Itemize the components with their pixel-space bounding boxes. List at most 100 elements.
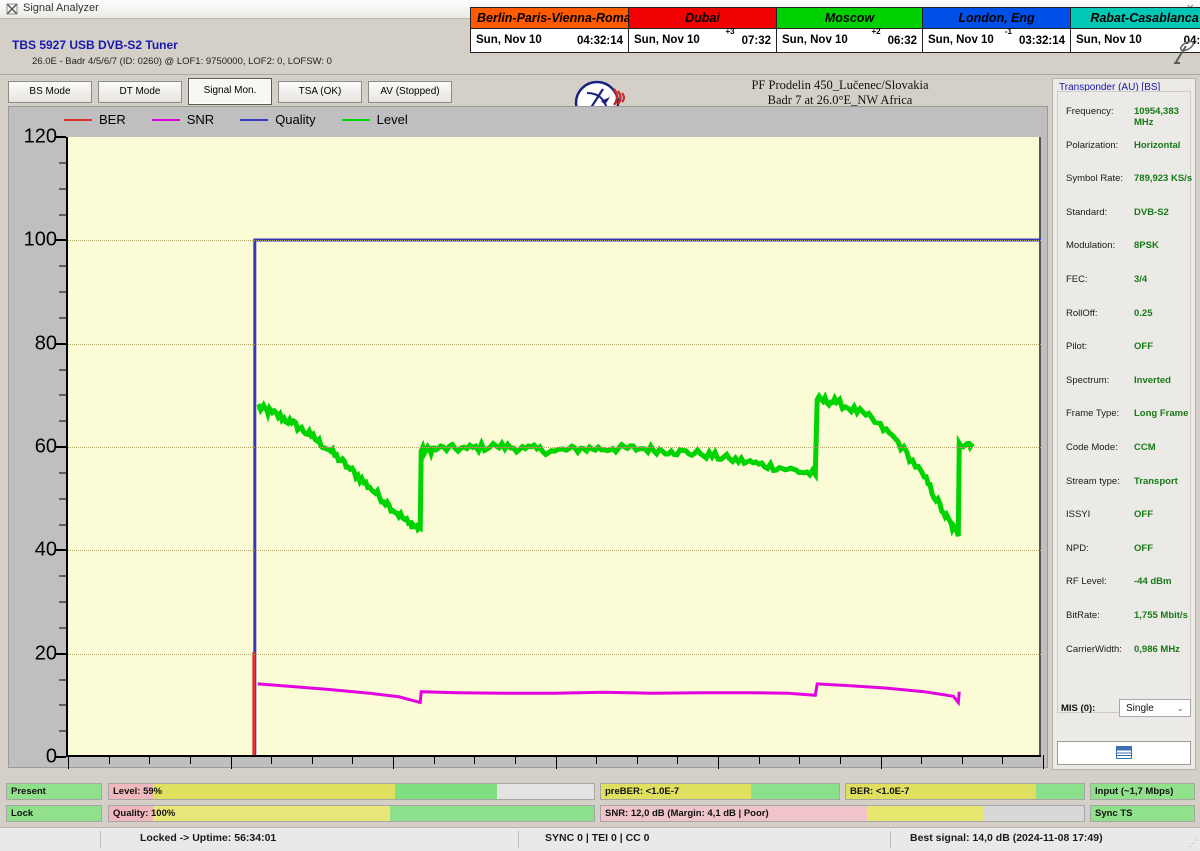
x-axis-tick — [758, 755, 760, 764]
clock-city: Rabat-Casablanca — [1071, 8, 1200, 29]
y-axis-tick — [59, 472, 66, 474]
footer-uptime: Locked -> Uptime: 56:34:01 — [140, 832, 277, 844]
x-axis-tick — [596, 755, 598, 764]
mis-select[interactable]: Single ⌄ — [1119, 699, 1191, 717]
clock-time-row: Sun, Nov 10 -1 03:32:14 — [923, 26, 1070, 51]
tab-av-stopped[interactable]: AV (Stopped) — [368, 81, 452, 103]
bar-label: Lock — [11, 808, 34, 819]
clock-time-row: Sun, Nov 10 04:32:14 — [471, 29, 628, 51]
transponder-row: Frame Type: Long Frame — [1066, 408, 1194, 423]
legend-swatch-icon — [240, 118, 269, 121]
tab-signal-mon[interactable]: Signal Mon. — [188, 78, 272, 105]
quality-bar: Quality: 100% — [108, 805, 595, 822]
mis-row: MIS (0): Single ⌄ — [1061, 699, 1191, 719]
footer-divider — [518, 831, 519, 848]
field-value: 0.25 — [1134, 307, 1153, 319]
y-axis-tick — [59, 704, 66, 706]
tab-tsa-ok[interactable]: TSA (OK) — [278, 81, 362, 103]
mis-label: MIS (0): — [1061, 703, 1096, 714]
field-value: 1,755 Mbit/s — [1134, 610, 1188, 621]
bar-label: Quality: 100% — [113, 808, 176, 819]
mis-value: Single — [1126, 703, 1154, 714]
transponder-row: Code Mode: CCM — [1066, 442, 1194, 457]
transponder-row: Pilot: OFF — [1066, 341, 1194, 356]
transponder-row: NPD: OFF — [1066, 543, 1194, 558]
clock-column: Moscow Sun, Nov 10 +2 06:32 — [777, 8, 923, 52]
clock-date: Sun, Nov 10 — [782, 34, 848, 46]
clock-utc-offset: +3 — [725, 26, 735, 36]
y-axis-tick — [55, 756, 66, 758]
footer-best-signal: Best signal: 14,0 dB (2024-11-08 17:49) — [910, 832, 1103, 844]
field-value: 789,923 KS/s — [1134, 173, 1193, 185]
y-axis-label: 20 — [34, 642, 57, 665]
clock-utc-offset: -1 — [1004, 26, 1012, 36]
x-axis-tick — [108, 755, 110, 764]
transponder-row: RollOff: 0.25 — [1066, 308, 1194, 323]
bar-fill — [1091, 806, 1194, 821]
header-divider — [0, 74, 1200, 75]
legend-item-quality: Quality — [240, 112, 316, 127]
legend-label: SNR — [186, 112, 215, 127]
tab-bar: BS Mode DT Mode Signal Mon. TSA (OK) AV (Sto… — [8, 78, 458, 105]
transponder-row: Modulation: 8PSK — [1066, 240, 1194, 255]
legend-label: BER — [99, 112, 126, 127]
y-axis-label: 120 — [23, 125, 57, 148]
window-title: Signal Analyzer — [23, 2, 99, 14]
clock-column: London, Eng Sun, Nov 10 -1 03:32:14 — [923, 8, 1071, 52]
field-value: Transport — [1134, 475, 1178, 487]
clock-column: Dubai Sun, Nov 10 +3 07:32 — [629, 8, 777, 52]
x-axis-tick — [677, 755, 679, 764]
x-axis-tick — [189, 755, 191, 764]
field-label: Symbol Rate: — [1066, 173, 1124, 185]
x-axis-tick — [311, 755, 313, 764]
field-value: 8PSK — [1134, 240, 1159, 252]
transponder-panel: Transponder (AU) [BS] Frequency: 10954,38… — [1052, 78, 1196, 770]
signal-chart: BER SNR Quality Level 0 20 40 60 80 100 120 — [8, 106, 1048, 769]
tab-bs-mode[interactable]: BS Mode — [8, 81, 92, 103]
snr-bar: SNR: 12,0 dB (Margin: 4,1 dB | Poor) — [600, 805, 1085, 822]
transponder-row: Standard: DVB-S2 — [1066, 207, 1194, 222]
input-bar: Input (~1,7 Mbps) — [1090, 783, 1195, 800]
transponder-panel-title: Transponder (AU) [BS] — [1059, 82, 1161, 93]
field-value: CCM — [1134, 442, 1156, 453]
transponder-row: RF Level: -44 dBm — [1066, 576, 1194, 591]
legend-swatch-icon — [341, 118, 370, 121]
series-quality — [255, 240, 1041, 755]
clock-time: 04:32:14 — [576, 35, 623, 47]
resize-grip[interactable]: ⋰ — [1189, 838, 1198, 848]
present-bar: Present — [6, 783, 102, 800]
gridline — [68, 653, 1041, 655]
x-axis-tick — [961, 755, 963, 764]
clock-utc-offset: +2 — [871, 26, 881, 36]
y-axis-tick — [59, 265, 66, 267]
legend-swatch-icon — [151, 118, 180, 121]
y-axis-tick — [59, 627, 66, 629]
field-label: ISSYI — [1066, 509, 1091, 521]
transponder-row: CarrierWidth: 0,986 MHz — [1066, 644, 1194, 659]
bar-label: BER: <1.0E-7 — [850, 786, 910, 797]
clock-right: +2 06:32 — [866, 27, 917, 49]
y-axis-tick — [59, 575, 66, 577]
plot-area[interactable] — [66, 137, 1044, 769]
world-clock-strip: Berlin-Paris-Vienna-Roma Sun, Nov 10 04:32… — [470, 7, 1200, 53]
clock-date: Sun, Nov 10 — [476, 34, 542, 46]
footer-status-bar: Locked -> Uptime: 56:34:01 SYNC 0 | TEI … — [0, 827, 1200, 851]
field-label: BitRate: — [1066, 610, 1100, 621]
x-axis-tick — [718, 755, 719, 769]
transponder-row: Stream type: Transport — [1066, 476, 1194, 491]
x-axis-tick — [230, 755, 232, 769]
series-layer — [68, 137, 1041, 755]
field-label: RF Level: — [1066, 576, 1107, 588]
bar-fill — [109, 784, 396, 799]
field-value: DVB-S2 — [1134, 206, 1169, 218]
save-screenshot-button[interactable] — [1057, 741, 1191, 765]
tab-dt-mode[interactable]: DT Mode — [98, 81, 182, 103]
chart-legend: BER SNR Quality Level — [64, 112, 434, 127]
bar-label: Present — [11, 786, 46, 797]
bar-label: Input (~1,7 Mbps) — [1095, 786, 1174, 797]
clock-date: Sun, Nov 10 — [1076, 34, 1142, 46]
bar-fill-secondary — [866, 806, 983, 821]
x-axis-tick — [433, 755, 435, 764]
y-axis-tick — [59, 420, 66, 422]
